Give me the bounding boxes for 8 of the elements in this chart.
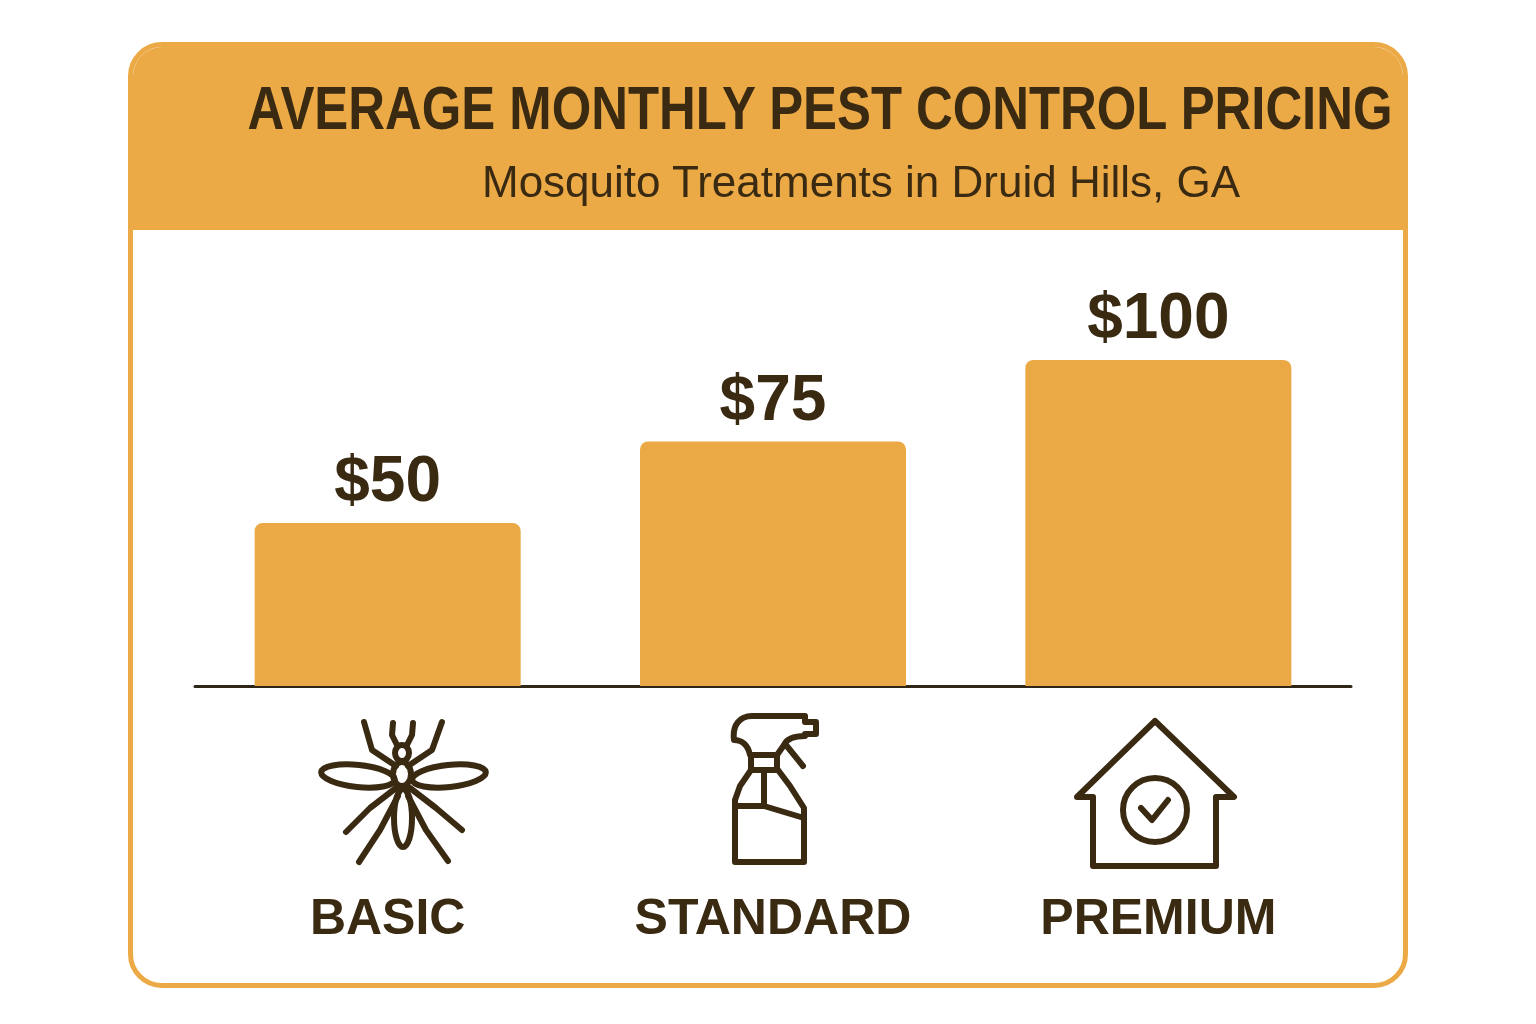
data-label: $100	[1087, 280, 1230, 352]
chart-title: AVERAGE MONTHLY PEST CONTROL PRICING	[247, 73, 1393, 142]
x-tick-label: PREMIUM	[1040, 889, 1277, 945]
chart-subtitle: Mosquito Treatments in Druid Hills, GA	[481, 157, 1241, 206]
x-tick-label: STANDARD	[634, 889, 912, 945]
data-label: $50	[334, 443, 442, 515]
x-tick-label: BASIC	[309, 889, 466, 945]
data-label: $75	[719, 361, 827, 434]
